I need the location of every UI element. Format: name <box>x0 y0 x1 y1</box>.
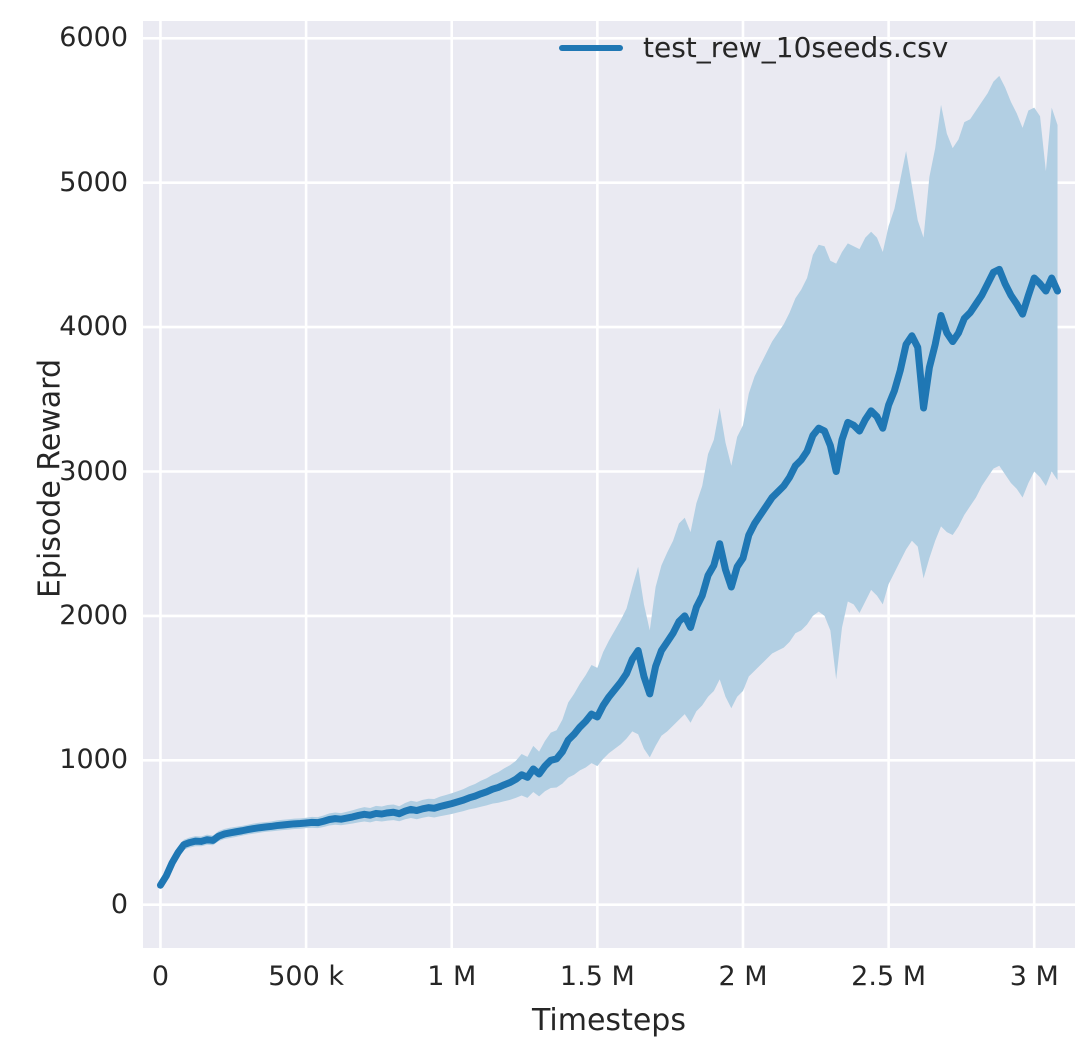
x-tick-label-6: 3 M <box>1009 961 1059 992</box>
y-tick-label-5: 5000 <box>59 166 128 198</box>
y-tick-label-3: 3000 <box>59 455 128 487</box>
y-tick-label-4: 4000 <box>59 311 128 343</box>
confidence-band <box>160 75 1058 887</box>
plot-canvas <box>143 21 1075 948</box>
x-axis-tick-labels: 0 500 k 1 M 1.5 M 2 M 2.5 M 3 M <box>0 963 1092 1003</box>
chart-legend: test_rew_10seeds.csv <box>541 20 970 76</box>
legend-line-swatch <box>559 45 623 51</box>
y-tick-label-6: 6000 <box>59 22 128 54</box>
x-axis-label: Timesteps <box>532 1003 686 1038</box>
mean-line <box>156 265 1062 889</box>
y-tick-label-0: 0 <box>110 888 128 920</box>
y-axis-label: Episode Reward <box>32 358 68 599</box>
y-tick-label-2: 2000 <box>59 599 128 631</box>
y-tick-label-1: 1000 <box>59 744 128 776</box>
x-tick-label-5: 2.5 M <box>851 961 927 992</box>
x-tick-label-0: 0 <box>151 961 170 992</box>
x-tick-label-1: 500 k <box>268 961 344 992</box>
x-tick-label-4: 2 M <box>718 961 768 992</box>
y-axis-tick-labels: 0 1000 2000 3000 4000 5000 6000 <box>0 0 128 1055</box>
legend-entry-label: test_rew_10seeds.csv <box>643 31 949 64</box>
x-tick-label-2: 1 M <box>427 961 477 992</box>
plot-area <box>143 21 1075 948</box>
x-tick-label-3: 1.5 M <box>559 961 635 992</box>
